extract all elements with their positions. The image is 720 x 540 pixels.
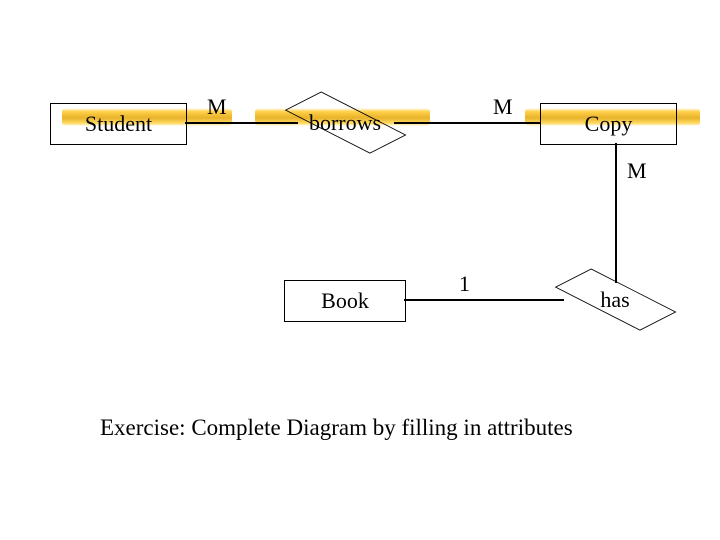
relationship-borrows: borrows bbox=[280, 95, 410, 151]
cardinality-copy-has: M bbox=[627, 158, 647, 184]
relationship-has-label: has bbox=[600, 287, 629, 313]
edge-book-has bbox=[404, 299, 564, 301]
cardinality-student-borrows: M bbox=[207, 94, 227, 120]
entity-book: Book bbox=[284, 280, 406, 322]
entity-student: Student bbox=[50, 103, 187, 145]
exercise-caption: Exercise: Complete Diagram by filling in… bbox=[100, 415, 573, 441]
entity-student-label: Student bbox=[85, 111, 152, 137]
entity-book-label: Book bbox=[321, 288, 369, 314]
cardinality-borrows-copy: M bbox=[493, 94, 513, 120]
er-diagram-canvas: M M M 1 Student Copy Book borrows has Ex… bbox=[0, 0, 720, 540]
edge-copy-has bbox=[615, 143, 617, 283]
entity-copy-label: Copy bbox=[585, 111, 633, 137]
cardinality-book-has: 1 bbox=[459, 271, 470, 297]
entity-copy: Copy bbox=[540, 103, 677, 145]
relationship-borrows-label: borrows bbox=[309, 110, 381, 136]
relationship-has: has bbox=[550, 272, 680, 328]
edge-borrows-copy bbox=[394, 122, 540, 124]
